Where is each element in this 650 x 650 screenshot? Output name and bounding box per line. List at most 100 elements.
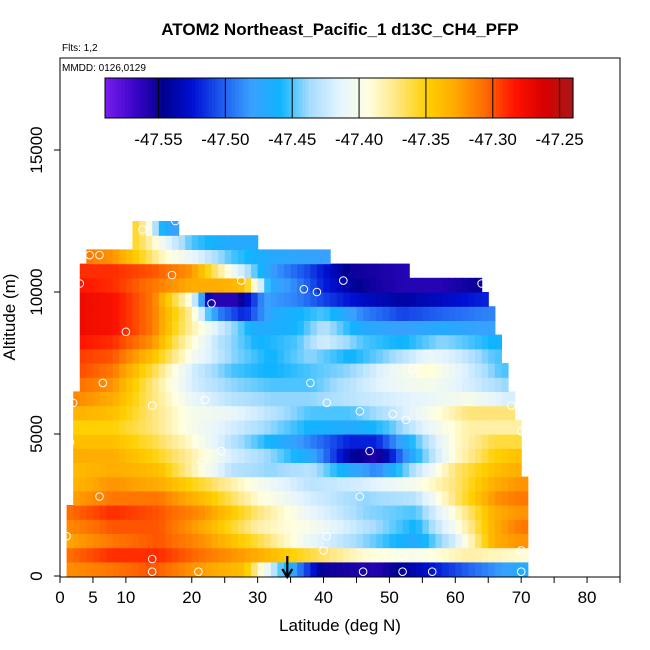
heatmap-cell [92,334,101,350]
heatmap-cell [112,292,120,307]
heatmap-cell [310,263,318,279]
colorbar-segment [268,78,273,118]
colorbar-segment [462,78,467,118]
heatmap-cell [112,391,120,407]
heatmap-cell [231,277,239,293]
heatmap-cell [330,448,338,463]
heatmap-cell [165,391,173,407]
heatmap-cell [119,505,127,520]
colorbar-segment [392,78,397,118]
colorbar-segment [456,78,460,118]
colorbar-segment [479,78,484,118]
heatmap-cell [112,490,120,506]
heatmap-cell [316,277,325,293]
colorbar-segment [496,78,501,118]
heatmap-cell [303,462,311,478]
colorbar-segment [255,78,260,118]
heatmap-cell [435,561,443,577]
heatmap-cell [336,462,344,478]
heatmap-cell [145,405,153,421]
heatmap-cell [442,490,450,506]
heatmap-cell [435,391,443,407]
heatmap-cell [369,547,377,563]
heatmap-cell [455,505,463,520]
heatmap-cell [415,519,423,534]
colorbar-segment [516,78,521,118]
heatmap-cell [132,334,140,350]
x-tick-label: 5 [88,588,97,607]
heatmap-cell [251,490,259,506]
heatmap-cell [442,405,450,421]
heatmap-cell [211,334,219,350]
heatmap-cell [191,547,199,563]
heatmap-cell [330,334,338,350]
heatmap-cell [349,348,358,364]
heatmap-cell [343,547,351,563]
heatmap-cell [349,263,358,279]
colorbar-segment [362,78,367,118]
heatmap-cell [244,561,252,577]
heatmap-cell [349,391,358,407]
heatmap-cell [204,533,213,549]
heatmap-cell [336,306,344,321]
heatmap-cell [514,419,522,435]
heatmap-cell [86,462,94,478]
heatmap-cell [172,363,180,378]
colorbar-tick-label: -47.55 [134,130,182,149]
sample-point [197,458,206,467]
heatmap-cell [178,391,186,407]
heatmap-cell [468,419,476,435]
heatmap-cell [79,419,87,435]
heatmap-cell [218,292,226,307]
heatmap-cell [92,533,101,549]
heatmap-cell [231,448,239,463]
colorbar-segment [298,78,303,118]
heatmap-cell [349,277,358,293]
heatmap-cell [112,547,120,563]
heatmap-cell [297,306,305,321]
heatmap-cell [139,249,147,265]
heatmap-cell [468,434,476,449]
heatmap-cell [79,448,87,463]
heatmap-cell [310,363,318,378]
heatmap-cell [264,476,272,492]
heatmap-cell [356,405,364,421]
heatmap-cell [409,334,417,350]
heatmap-cell [382,348,391,364]
heatmap-cell [158,434,167,449]
heatmap-cell [382,363,391,378]
heatmap-cell [389,320,397,336]
heatmap-cell [198,547,206,563]
heatmap-cell [86,405,94,421]
heatmap-cell [297,462,305,478]
heatmap-cell [158,348,167,364]
heatmap-cell [455,519,463,534]
heatmap-cell [178,263,186,279]
heatmap-cell [211,391,219,407]
heatmap-cell [158,363,167,378]
heatmap-cell [461,306,470,321]
heatmap-cell [158,334,167,350]
heatmap-cell [455,561,463,577]
heatmap-cell [119,263,127,279]
colorbar-segment [482,78,487,118]
heatmap-cell [158,533,167,549]
sample-point [398,551,407,561]
heatmap-cell [244,505,252,520]
heatmap-cell [323,320,331,336]
heatmap-cell [198,391,206,407]
heatmap-cell [264,334,272,350]
heatmap-cell [448,277,456,293]
heatmap-cell [481,306,489,321]
sample-point [236,276,246,285]
sample-point [147,567,157,577]
heatmap-cell [422,277,430,293]
heatmap-cell [178,505,186,520]
heatmap-cell [158,221,167,236]
x-tick-label: 50 [380,588,399,607]
heatmap-cell [508,405,516,421]
heatmap-cell [369,348,377,364]
heatmap-cell [178,405,186,421]
heatmap-cell [251,448,259,463]
sample-point [207,299,216,308]
